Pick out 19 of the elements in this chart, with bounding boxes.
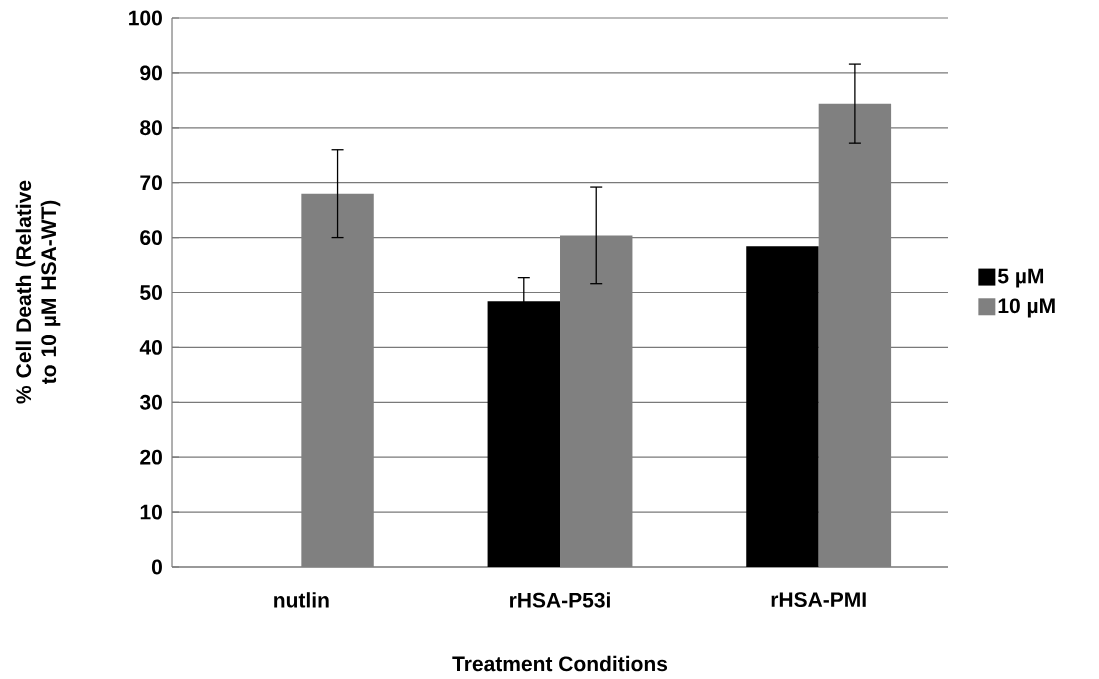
y-tick-label: 100 [129, 10, 162, 26]
legend-label: 5 µM [997, 268, 1044, 288]
y-tick-label: 60 [140, 230, 162, 246]
x-tick-label: rHSA-PMI [771, 592, 866, 608]
y-tick-label: 40 [139, 339, 162, 355]
legend-label: 10 µM [998, 298, 1055, 318]
y-tick-label: 70 [140, 175, 162, 191]
y-tick-label: 80 [140, 120, 162, 136]
x-axis-title: Treatment Conditions [452, 655, 668, 672]
y-tick-label: 90 [140, 65, 162, 81]
x-tick-label: rHSA-P53i [510, 592, 610, 608]
y-tick-label: 10 [140, 504, 162, 520]
y-tick-label: 30 [139, 394, 162, 410]
bar [746, 246, 819, 567]
y-tick-label: 20 [140, 449, 162, 465]
y-tick-label: 50 [140, 285, 162, 300]
y-axis-title: % Cell Death (Relative to 10 µM HSA-WT) [15, 180, 61, 404]
x-tick-label: nutlin [274, 592, 329, 608]
y-tick-label: 0 [151, 559, 162, 575]
